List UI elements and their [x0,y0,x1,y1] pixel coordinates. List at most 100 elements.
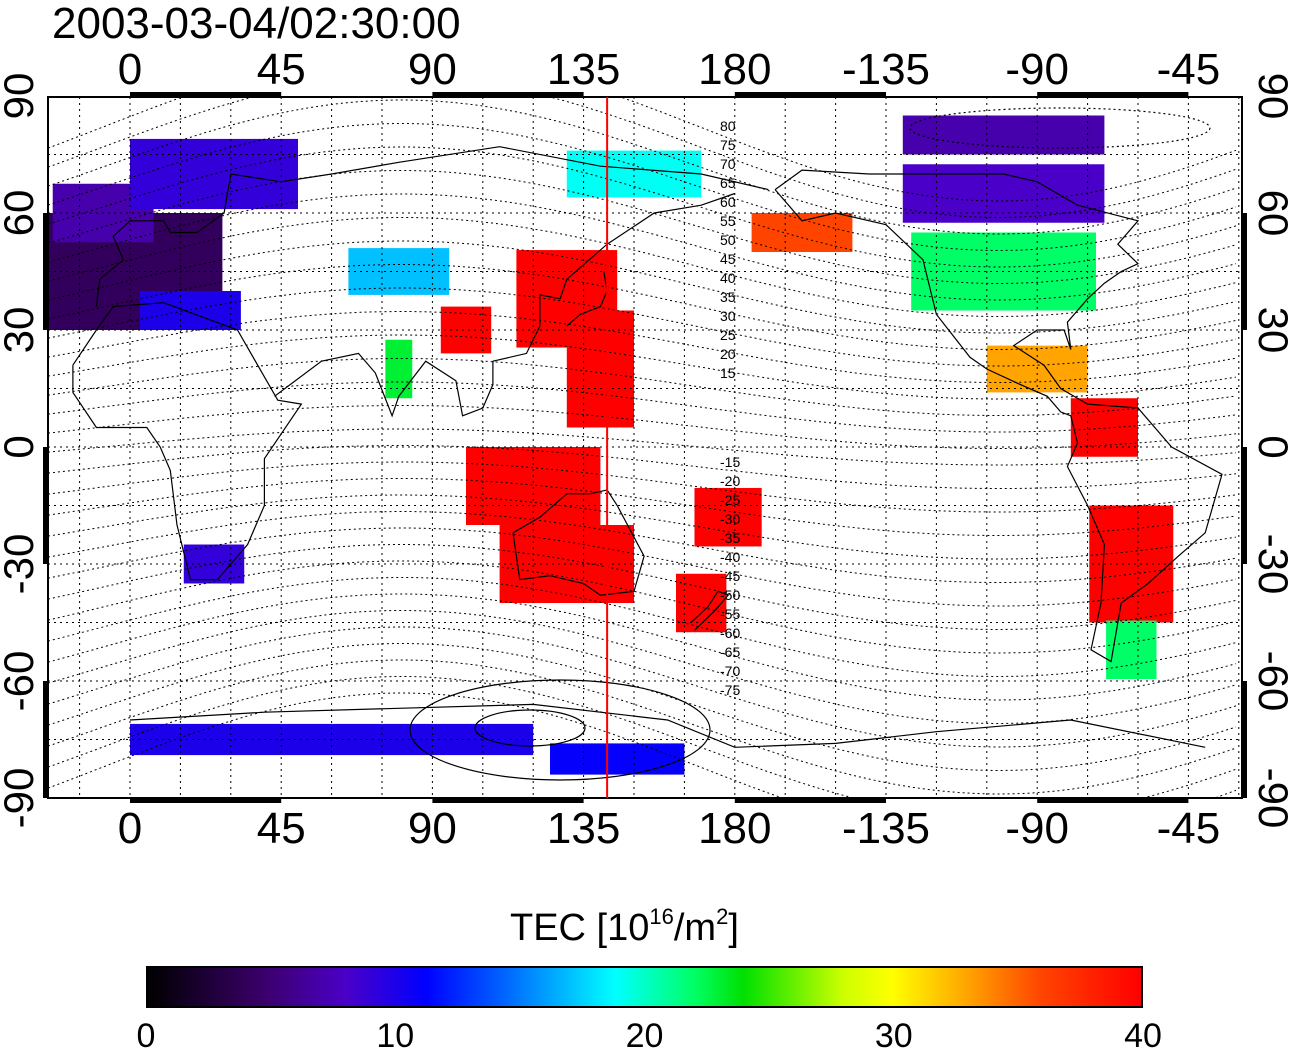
y-tick-label-left: 30 [0,307,42,354]
tec-patches [48,115,1174,775]
x-axis-top: 0 45 90 135 180 -135 -90 -45 [118,45,1220,94]
magnetic-latitude-label: 60 [720,194,736,210]
magnetic-latitude-line [48,692,1237,798]
magnetic-latitude-line [48,593,1237,701]
y-tick-label-left: -60 [0,651,42,712]
coastline [274,192,735,418]
x-tick-label-top: -90 [1005,45,1069,94]
right-frame-bar [1242,213,1247,330]
magnetic-latitude-line [48,405,1237,449]
magnetic-latitude-label: -65 [720,644,740,660]
magnetic-latitude-label: -70 [720,663,740,679]
magnetic-latitude-label: 55 [720,213,736,229]
x-axis-bottom: 0 45 90 135 180 -135 -90 -45 [118,804,1220,853]
coastline [95,146,769,307]
coastlines [72,146,1223,748]
coastline [690,590,730,631]
north-magnetic-pole-contour [909,107,1211,149]
left-frame-bar [43,681,48,798]
magnetic-latitude-line [48,193,1237,301]
tec-patch [694,487,762,547]
colorbar-tick-label: 20 [625,1017,664,1055]
colorbar [146,966,1143,1008]
right-frame-bar [1242,447,1247,564]
y-tick-label-right: 60 [1250,190,1292,237]
magnetic-latitude-line [48,381,1237,433]
magnetic-latitude-line [48,217,1237,318]
magnetic-latitude-label: -35 [720,530,740,546]
tec-patch [140,291,241,330]
magnetic-latitude-label: 50 [720,232,736,248]
x-tick-label-bottom: 135 [547,804,620,853]
magnetic-latitude-line [48,287,1237,367]
tec-patch [1089,505,1174,623]
y-tick-label-left: 60 [0,190,42,237]
magnetic-latitude-label: -75 [720,682,740,698]
x-tick-label-bottom: -45 [1157,804,1221,853]
tec-patch [566,310,634,428]
magnetic-latitude-line [48,99,1237,235]
magnetic-latitude-label: 15 [720,365,736,381]
x-tick-label-top: 180 [698,45,771,94]
magnetic-latitude-line [48,123,1237,252]
south-magnetic-pole-contour-inner [474,709,586,747]
magnetic-latitude-line [48,626,1237,748]
magnetic-latitude-line [48,478,1237,536]
magnetic-latitude-label: 80 [720,118,736,134]
magnetic-latitude-line [48,428,1237,466]
top-frame-bar [130,92,282,97]
magnetic-latitude-line [48,610,1237,725]
magnetic-latitude-line [48,544,1237,631]
magnetic-latitude-label: 35 [720,289,736,305]
coastline [774,169,1223,663]
magnetic-latitude-label: -25 [720,492,740,508]
magnetic-latitude-label: -30 [720,511,740,527]
bottom-frame-bar [432,798,584,803]
magnetic-latitude-line [48,170,1237,285]
y-tick-label-right: -90 [1250,768,1292,829]
magnetic-latitude-label: 75 [720,137,736,153]
magnetic-latitude-label: 20 [720,346,736,362]
magnetic-latitude-label: 25 [720,327,736,343]
x-tick-label-bottom: 180 [698,804,771,853]
colorbar-tick-label: 10 [376,1017,415,1055]
magnetic-latitude-line [48,445,1237,489]
tec-patch [902,164,1105,223]
magnetic-latitude-label: -50 [720,587,740,603]
tec-patch [550,743,685,775]
y-axis-right: 90 60 30 0 -30 -60 -90 [1250,73,1292,829]
colorbar-title: TEC [1016/m2] [510,904,739,950]
x-tick-label-bottom: 90 [408,804,457,853]
colorbar-tick-label: 0 [136,1017,156,1055]
magnetic-latitude-label: 40 [720,270,736,286]
magnetic-latitude-line [48,659,1237,795]
y-tick-label-left: 0 [0,435,42,458]
y-tick-label-right: 90 [1250,73,1292,120]
magnetic-latitude-label: -55 [720,606,740,622]
magnetic-latitude-label: -60 [720,625,740,641]
magnetic-latitude-labels: 80 75 70 65 60 55 50 45 40 35 30 25 20 15 -15 -20 -25 -30… [720,118,740,698]
south-magnetic-pole-contour-outer [409,679,711,781]
y-tick-label-right: -30 [1250,534,1292,595]
top-frame-bar [432,92,584,97]
x-tick-label-top: 90 [408,45,457,94]
magnetic-latitude-label: -45 [720,568,740,584]
magnetic-latitude-label: -15 [720,454,740,470]
bottom-frame-bar [1037,798,1189,803]
magnetic-latitude-label: -40 [720,549,740,565]
magnetic-latitude-line [48,461,1237,513]
bottom-frame-bar [734,798,886,803]
grid-lines [48,97,1242,798]
top-frame-bar [1037,92,1189,97]
y-tick-label-left: 90 [0,73,42,120]
y-tick-label-right: 30 [1250,307,1292,354]
magnetic-latitude-label: 45 [720,251,736,267]
magnetic-latitude-line [48,97,1237,202]
timestamp-title: 2003-03-04/02:30:00 [52,0,461,48]
colorbar-tick-label: 30 [874,1017,913,1055]
tec-patch [385,339,413,399]
frame-tick-bars [43,92,1247,803]
y-axis-left: 90 60 30 0 -30 -60 -90 [0,73,42,829]
magnetic-latitude-line [48,311,1237,383]
tec-patch [902,115,1105,155]
